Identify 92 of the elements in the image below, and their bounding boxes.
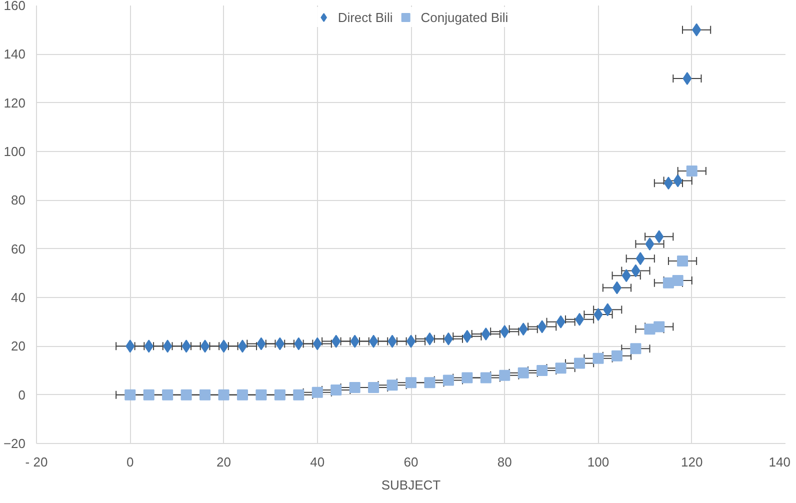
point xyxy=(575,312,584,326)
point xyxy=(654,230,664,244)
x-tick-label: 120 xyxy=(681,454,703,470)
point xyxy=(294,337,304,350)
point xyxy=(556,315,566,328)
point xyxy=(672,274,684,286)
point xyxy=(163,340,172,353)
point xyxy=(536,365,548,376)
point xyxy=(518,322,528,336)
x-tick-label: 100 xyxy=(587,454,610,470)
point xyxy=(256,389,267,400)
point xyxy=(293,389,304,400)
x-tick-label: 0 xyxy=(126,454,134,470)
point xyxy=(603,303,612,316)
legend-label: Conjugated Bili xyxy=(420,10,508,24)
point xyxy=(480,372,492,384)
point xyxy=(332,334,341,348)
y-tick-label: 40 xyxy=(11,290,26,305)
y-tick-label: −20 xyxy=(3,436,26,451)
point xyxy=(200,340,210,353)
point xyxy=(612,281,622,294)
point xyxy=(592,352,604,364)
point xyxy=(636,252,645,266)
point xyxy=(664,176,673,190)
point xyxy=(330,384,342,396)
point xyxy=(143,389,154,400)
point xyxy=(218,389,230,400)
x-tick-label: 20 xyxy=(216,454,231,470)
point xyxy=(692,23,702,36)
point xyxy=(611,350,622,362)
point xyxy=(349,382,360,394)
point xyxy=(275,337,284,350)
point xyxy=(406,377,416,388)
point xyxy=(200,389,211,400)
y-tick-label: 20 xyxy=(11,338,26,354)
point xyxy=(238,340,247,353)
point xyxy=(622,269,631,282)
point xyxy=(424,377,436,388)
point xyxy=(425,332,434,346)
point xyxy=(442,374,454,386)
point xyxy=(386,380,398,391)
point xyxy=(350,334,360,348)
point xyxy=(388,334,397,348)
point xyxy=(518,367,529,378)
y-tick-label: 60 xyxy=(11,241,26,256)
point xyxy=(182,340,191,353)
y-tick-label: 100 xyxy=(4,144,26,159)
point xyxy=(499,370,510,381)
point xyxy=(682,72,692,85)
x-tick-label: 140 xyxy=(768,454,791,470)
point xyxy=(444,332,453,346)
point xyxy=(481,328,490,340)
point xyxy=(462,372,473,384)
point xyxy=(274,389,286,400)
x-tick-label: - 20 xyxy=(25,454,48,470)
y-tick-label: 140 xyxy=(4,46,26,62)
point xyxy=(654,321,665,332)
point xyxy=(180,389,192,400)
point xyxy=(236,389,248,400)
x-tick-label: 80 xyxy=(497,454,512,470)
point xyxy=(124,389,136,400)
point xyxy=(312,337,322,350)
point xyxy=(630,343,642,354)
point xyxy=(673,174,682,188)
point xyxy=(144,340,154,353)
point xyxy=(662,277,674,288)
point xyxy=(126,340,135,353)
x-axis-title: SUBJECT xyxy=(381,478,441,492)
point xyxy=(631,264,640,278)
point xyxy=(500,325,510,338)
point xyxy=(677,256,688,266)
x-tick-label: 60 xyxy=(404,454,418,470)
point xyxy=(312,386,323,398)
y-tick-label: 120 xyxy=(4,95,26,110)
point xyxy=(686,165,698,176)
point xyxy=(462,330,472,343)
point xyxy=(555,362,566,374)
y-tick-label: 80 xyxy=(11,192,26,208)
point xyxy=(645,237,654,250)
point xyxy=(644,324,656,335)
y-tick-label: 160 xyxy=(4,0,26,13)
point xyxy=(368,382,380,394)
point xyxy=(594,308,603,322)
legend-label: Direct Bili xyxy=(338,10,393,24)
y-tick-label: 0 xyxy=(18,387,26,402)
point xyxy=(162,389,174,400)
point xyxy=(369,334,378,348)
point xyxy=(574,358,586,369)
point xyxy=(538,320,547,334)
point xyxy=(219,340,228,353)
point xyxy=(256,337,266,350)
x-tick-label: 40 xyxy=(310,454,325,470)
